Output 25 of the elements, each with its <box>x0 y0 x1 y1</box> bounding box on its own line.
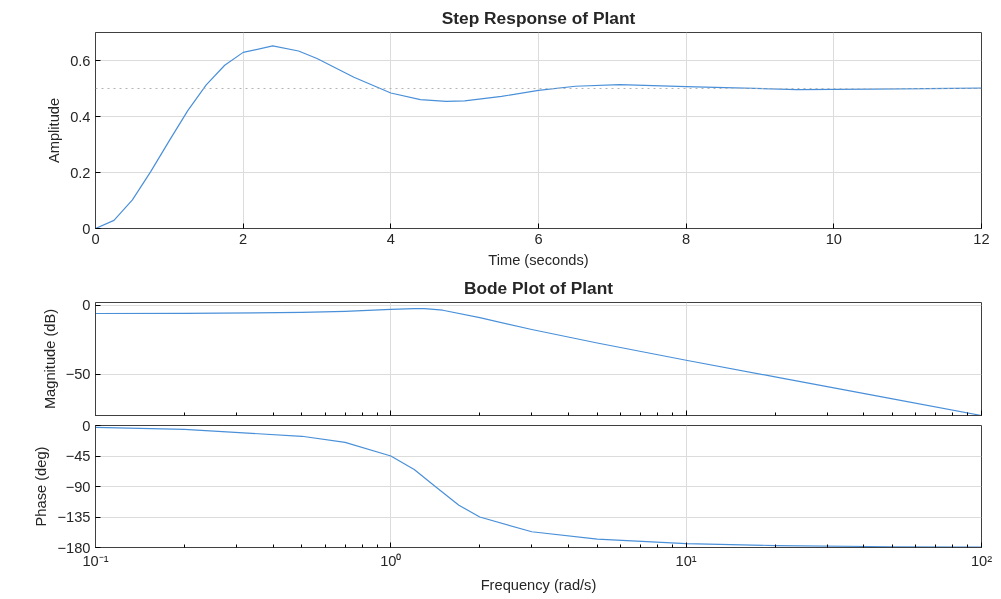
x-tick-label: 10¹ <box>675 552 697 569</box>
y-axis-title: Phase (deg) <box>33 446 50 527</box>
x-axis-title: Time (seconds) <box>488 251 589 268</box>
y-tick-label: −50 <box>65 366 91 383</box>
x-tick-label: 6 <box>534 230 543 247</box>
x-tick-label: 10⁰ <box>380 552 402 569</box>
y-tick-label: 0.4 <box>70 108 91 125</box>
x-axis-title: Frequency (rad/s) <box>480 576 597 593</box>
x-tick-label: 2 <box>239 230 248 247</box>
y-tick-label: 0 <box>82 297 91 314</box>
x-tick-label: 10 <box>825 230 842 247</box>
chart-title: Bode Plot of Plant <box>463 277 614 298</box>
y-tick-label: 0 <box>82 417 91 434</box>
y-tick-label: 0.2 <box>70 164 91 181</box>
x-tick-label: 8 <box>682 230 691 247</box>
y-axis-title: Magnitude (dB) <box>41 308 58 410</box>
y-tick-label: 0.6 <box>70 52 91 69</box>
x-tick-label: 4 <box>386 230 395 247</box>
x-tick-label: 10² <box>970 552 993 569</box>
y-tick-label: −90 <box>65 478 91 495</box>
y-tick-label: −45 <box>65 448 91 464</box>
y-axis-title: Amplitude <box>46 97 63 164</box>
y-tick-label: −135 <box>57 509 91 525</box>
x-tick-label: 12 <box>973 230 990 247</box>
chart-title: Step Response of Plant <box>441 7 636 28</box>
